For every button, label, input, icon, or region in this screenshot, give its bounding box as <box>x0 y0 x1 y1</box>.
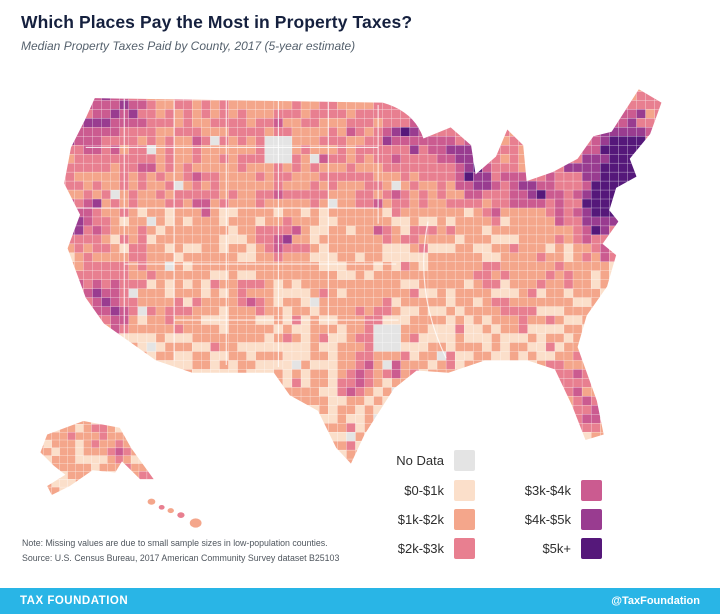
legend-swatch-1 <box>454 509 475 530</box>
footer-bar: TAX FOUNDATION @TaxFoundation <box>0 588 720 614</box>
us-map-svg <box>40 89 662 528</box>
page-subtitle: Median Property Taxes Paid by County, 20… <box>21 39 356 53</box>
legend-swatch-0 <box>454 480 475 501</box>
source-text: Source: U.S. Census Bureau, 2017 America… <box>22 553 340 563</box>
us-county-map: No Data $0-$1k $3k-$4k $1k-$2k $4k-$5k $2k-$… <box>20 78 700 588</box>
legend-label-0: $0-$1k <box>404 483 444 498</box>
state-borders <box>64 95 447 368</box>
legend-swatch-4 <box>581 509 602 530</box>
header: Which Places Pay the Most in Property Ta… <box>21 12 412 53</box>
brand-name: TAX FOUNDATION <box>20 595 129 607</box>
legend-swatch-2 <box>454 538 475 559</box>
legend-row-no-data: No Data <box>380 450 602 471</box>
legend-label-2: $2k-$3k <box>397 541 444 556</box>
legend-label-5: $5k+ <box>542 541 571 556</box>
legend-grid: $0-$1k $3k-$4k $1k-$2k $4k-$5k $2k-$3k $5k+ <box>380 480 602 559</box>
map-notes: Note: Missing values are due to small sa… <box>22 538 339 568</box>
note-text: Note: Missing values are due to small sa… <box>22 538 328 548</box>
legend-label-no-data: No Data <box>396 453 444 468</box>
map-legend: No Data $0-$1k $3k-$4k $1k-$2k $4k-$5k $2k-$… <box>380 450 602 559</box>
lower48-counties <box>64 89 662 464</box>
page-title: Which Places Pay the Most in Property Ta… <box>21 12 413 32</box>
twitter-handle[interactable]: @TaxFoundation <box>611 595 700 607</box>
legend-label-1: $1k-$2k <box>397 512 444 527</box>
alaska-counties <box>40 420 154 495</box>
legend-swatch-3 <box>581 480 602 501</box>
legend-label-4: $4k-$5k <box>524 512 571 527</box>
legend-swatch-no-data <box>454 450 475 471</box>
legend-swatch-5 <box>581 538 602 559</box>
hawaii-islands <box>147 498 202 528</box>
legend-label-3: $3k-$4k <box>524 483 571 498</box>
